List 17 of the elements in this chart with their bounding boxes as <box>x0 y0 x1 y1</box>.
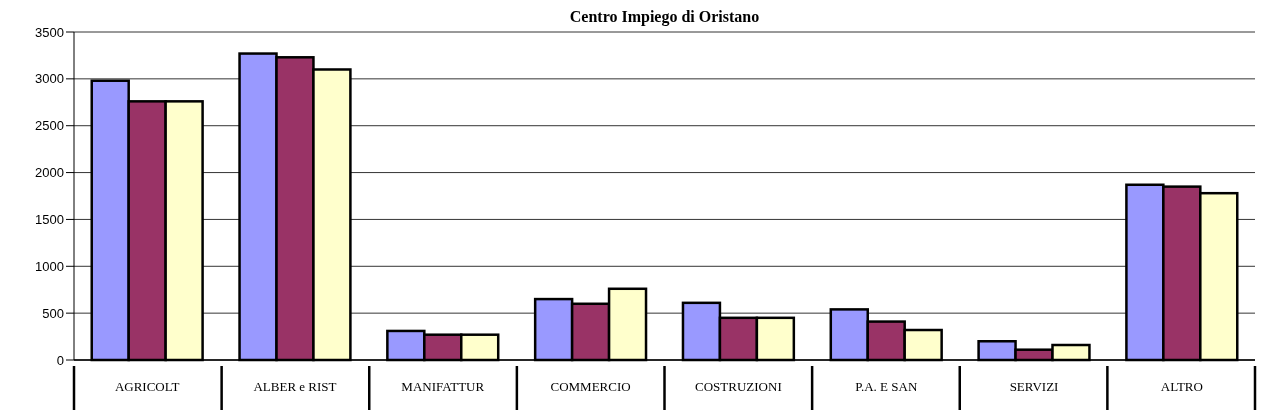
x-tick-label: MANIFATTUR <box>401 379 485 394</box>
y-tick-label: 3500 <box>35 24 64 40</box>
chart-title: Centro Impiego di Oristano <box>569 8 760 26</box>
x-tick-label: AGRICOLT <box>114 379 180 394</box>
y-tick-label: 2000 <box>35 165 64 181</box>
y-tick-label: 1500 <box>35 211 64 227</box>
y-tick-label: 3000 <box>35 71 64 87</box>
x-tick-label: ALBER e RIST <box>253 379 337 394</box>
x-tick-label: COMMERCIO <box>550 379 631 394</box>
x-tick-label: SERVIZI <box>1009 379 1059 394</box>
y-tick-label: 0 <box>56 352 64 368</box>
y-tick-label: 2500 <box>35 118 64 134</box>
x-tick-label: COSTRUZIONI <box>695 379 782 394</box>
y-tick-label: 1000 <box>35 258 64 274</box>
x-tick-label: P.A. E SAN <box>855 379 918 394</box>
x-tick-label: ALTRO <box>1160 379 1203 394</box>
y-tick-label: 500 <box>42 305 64 321</box>
